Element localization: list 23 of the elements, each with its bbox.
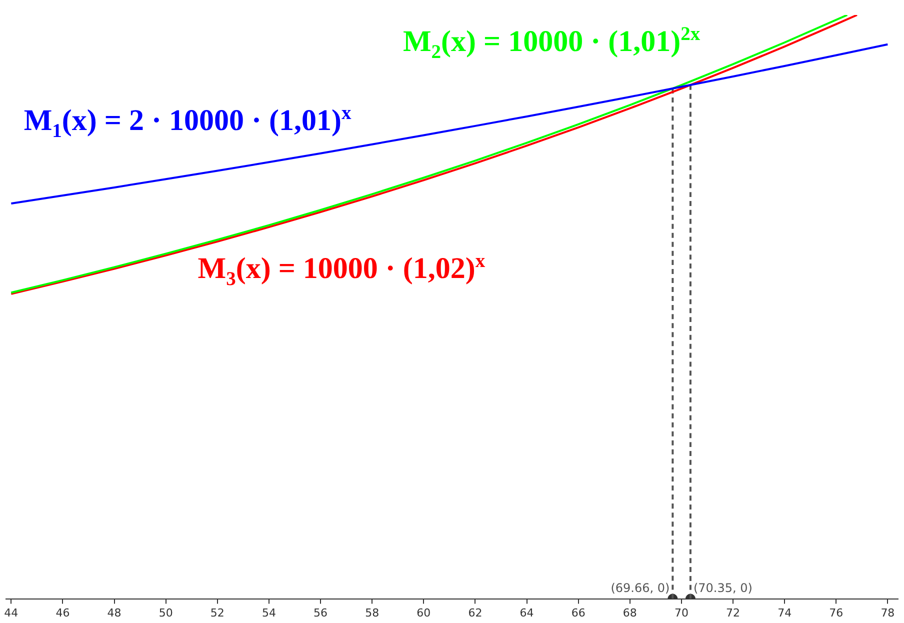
series-label: M$_{2}$(x) = 10000 · (1,01)$^{2x}$ xyxy=(402,24,700,64)
x-tick-label: 50 xyxy=(158,606,173,620)
x-tick-label: 72 xyxy=(726,606,740,620)
x-tick-label: 60 xyxy=(416,606,431,620)
x-tick-label: 48 xyxy=(107,606,122,620)
x-tick-label: 52 xyxy=(210,606,224,620)
x-tick-label: 76 xyxy=(829,606,844,620)
annotation: (69.66, 0) xyxy=(610,580,670,595)
x-tick-label: 74 xyxy=(778,606,792,620)
x-tick-label: 58 xyxy=(365,606,380,620)
x-tick-label: 64 xyxy=(520,606,534,620)
x-tick-label: 70 xyxy=(674,606,688,620)
series-label: M$_{3}$(x) = 10000 · (1,02)$^{x}$ xyxy=(198,251,486,292)
series-label: M$_{1}$(x) = 2 · 10000 · (1,01)$^{x}$ xyxy=(24,102,352,143)
x-tick-label: 44 xyxy=(4,606,18,620)
x-tick-label: 66 xyxy=(571,606,586,620)
x-tick-label: 62 xyxy=(468,606,482,620)
x-tick-label: 56 xyxy=(314,606,328,620)
x-tick-label: 54 xyxy=(262,606,276,620)
annotation: (70.35, 0) xyxy=(693,580,752,595)
x-tick-label: 68 xyxy=(622,606,637,620)
x-tick-label: 46 xyxy=(56,606,70,620)
x-tick-label: 78 xyxy=(880,606,895,620)
